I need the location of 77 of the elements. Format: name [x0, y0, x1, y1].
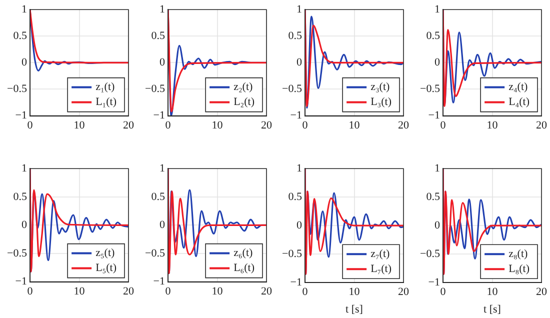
y-tick-label: 0.5: [426, 190, 440, 203]
y-tick-label: 1: [159, 162, 164, 174]
legend-label: z₆(t): [233, 247, 252, 260]
y-tick-label: −0.5: [282, 83, 302, 96]
x-tick-label: 10: [211, 285, 223, 298]
legend-label: z₃(t): [370, 81, 390, 94]
x-tick-label: 10: [74, 119, 86, 132]
x-axis-title: t [s]: [346, 303, 363, 316]
y-tick-label: −1: [15, 276, 27, 288]
legend-label: L₄(t): [508, 96, 530, 108]
x-tick-label: 20: [398, 119, 410, 132]
x-tick-label: 20: [260, 285, 272, 298]
y-tick-label: 1: [434, 3, 440, 16]
x-tick-label: 20: [536, 119, 547, 132]
y-tick-label: 1: [296, 162, 302, 174]
legend-label: L₅(t): [96, 262, 117, 274]
x-tick-label: 10: [486, 286, 498, 298]
y-tick-label: 0: [296, 56, 302, 69]
y-tick-label: 0.5: [150, 190, 165, 203]
y-tick-label: 0.5: [13, 30, 28, 42]
y-tick-label: −0.5: [420, 248, 440, 260]
legend-label: L₂(t): [233, 96, 254, 108]
y-tick-label: −1: [15, 110, 27, 122]
x-tick-label: 10: [348, 119, 360, 132]
legend-label: L₁(t): [96, 96, 117, 108]
x-tick-label: 10: [348, 286, 360, 298]
y-tick-label: −1: [152, 276, 164, 288]
y-tick-label: 0.5: [13, 190, 28, 203]
y-tick-label: 1: [22, 162, 27, 174]
y-tick-label: −0.5: [144, 83, 165, 96]
y-tick-label: −1: [152, 110, 164, 122]
y-tick-label: −1: [290, 276, 302, 288]
legend-label: L₆(t): [233, 262, 254, 274]
x-tick-label: 20: [536, 286, 547, 298]
x-tick-label: 20: [123, 285, 134, 298]
y-tick-label: 1: [296, 3, 302, 16]
y-tick-label: 0.5: [288, 30, 302, 42]
y-tick-label: −0.5: [144, 247, 165, 260]
x-tick-label: 10: [486, 119, 498, 132]
y-tick-label: 0.5: [426, 30, 440, 42]
legend-label: z₅(t): [96, 247, 115, 260]
y-tick-label: −0.5: [7, 247, 28, 260]
line-series: [305, 168, 404, 275]
legend-label: L₃(t): [370, 96, 392, 108]
y-tick-label: 1: [22, 3, 27, 16]
y-tick-label: 0: [22, 219, 28, 232]
x-axis-title: t [s]: [483, 303, 500, 316]
x-tick-label: 10: [74, 285, 86, 298]
legend-label: L₈(t): [508, 262, 530, 275]
y-tick-label: 0.5: [150, 30, 165, 42]
y-tick-label: −0.5: [7, 83, 28, 96]
y-tick-label: 0: [296, 219, 302, 232]
y-tick-label: 0: [434, 219, 440, 232]
legend-label: z₈(t): [508, 248, 528, 260]
legend-label: z₇(t): [370, 248, 390, 260]
x-tick-label: 20: [260, 119, 272, 132]
legend-label: z₄(t): [508, 81, 528, 94]
y-tick-label: 1: [159, 3, 164, 16]
y-tick-label: −1: [428, 110, 440, 122]
line-series: [30, 168, 128, 272]
y-tick-label: 0: [22, 56, 28, 69]
x-tick-label: 20: [123, 119, 134, 132]
y-tick-label: 1: [434, 162, 440, 174]
legend-label: L₇(t): [370, 262, 392, 275]
y-tick-label: −0.5: [282, 248, 302, 260]
y-tick-label: −1: [290, 110, 302, 122]
x-tick-label: 10: [211, 119, 223, 132]
y-tick-label: 0.5: [288, 190, 302, 203]
y-tick-label: −1: [428, 276, 440, 288]
legend-label: z₁(t): [96, 81, 115, 94]
x-tick-label: 20: [398, 286, 410, 298]
y-tick-label: 0: [159, 219, 165, 232]
y-tick-label: 0: [434, 56, 440, 69]
y-tick-label: 0: [159, 56, 165, 69]
y-tick-label: −0.5: [420, 83, 440, 96]
legend-label: z₂(t): [233, 81, 252, 94]
line-series: [442, 168, 541, 275]
